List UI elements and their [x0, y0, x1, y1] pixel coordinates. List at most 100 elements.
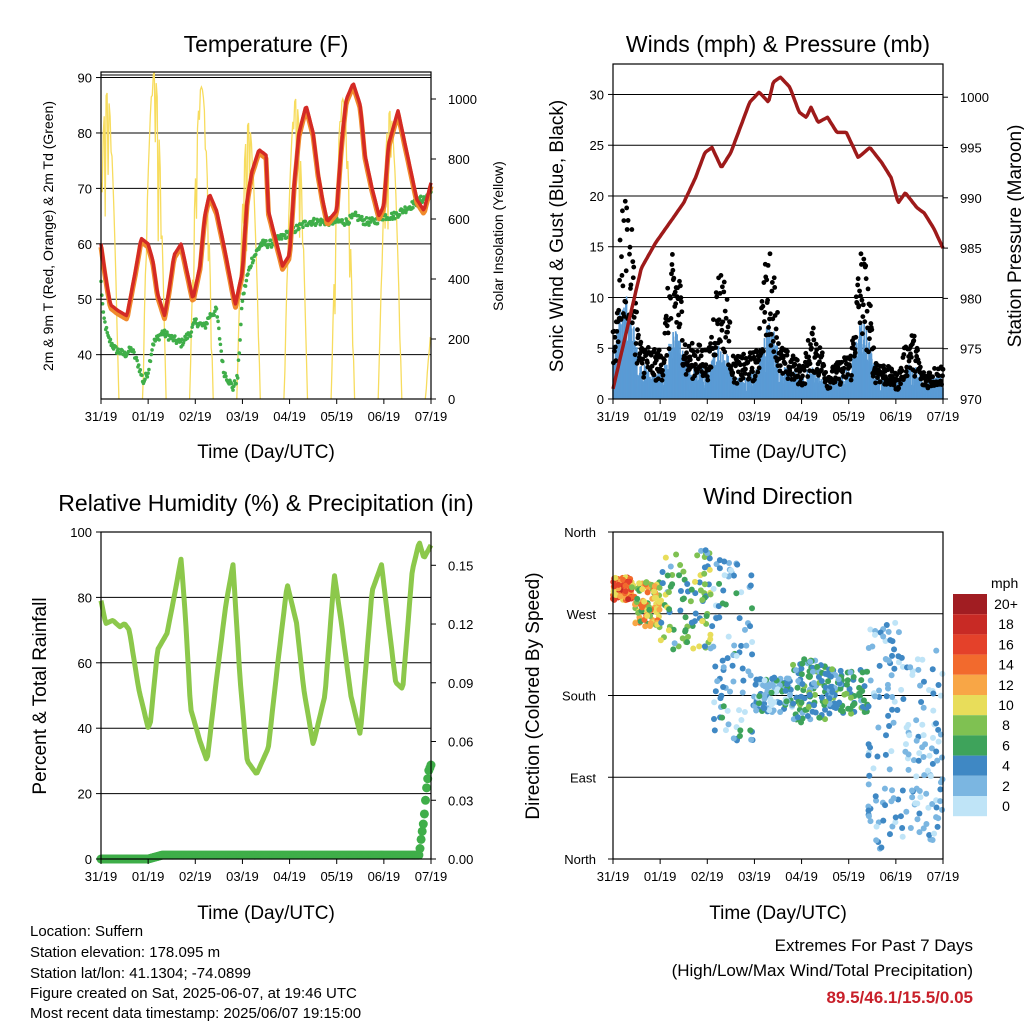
- dewpoint-point: [157, 338, 161, 342]
- wind-gust-point: [671, 275, 677, 281]
- wind-direction-point: [794, 714, 801, 721]
- dewpoint-point: [105, 330, 110, 335]
- wind-direction-point: [916, 750, 923, 757]
- dewpoint-point: [303, 219, 308, 224]
- wind-gust-point: [690, 348, 696, 354]
- dewpoint-point: [297, 226, 301, 231]
- wind-direction-point: [741, 709, 748, 716]
- wind-gust-point: [832, 379, 838, 385]
- wind-direction-point: [622, 588, 629, 595]
- precipitation-point: [421, 795, 430, 805]
- wind-direction-point: [920, 825, 927, 832]
- wind-direction-point: [792, 667, 799, 674]
- wind-direction-point: [909, 672, 916, 679]
- wind-direction-point: [782, 687, 789, 694]
- wind-gust-point: [936, 373, 942, 379]
- wind-gust-point: [750, 369, 755, 375]
- wind-gust-point: [849, 373, 854, 378]
- wind-direction-point: [720, 703, 727, 710]
- wind-gust-point: [899, 368, 905, 374]
- dewpoint-point: [102, 316, 106, 320]
- wind-direction-point: [919, 721, 926, 728]
- wind-gust-point: [723, 315, 729, 321]
- precipitation-point: [417, 826, 427, 836]
- wind-direction-point: [865, 813, 872, 820]
- wind-gust-point: [668, 295, 673, 301]
- wind-direction-point: [659, 569, 666, 576]
- wind-gust-point: [773, 326, 779, 332]
- legend-label: 16: [998, 636, 1014, 652]
- wind-direction-point: [747, 727, 754, 734]
- wind-direction-point: [910, 757, 917, 764]
- wind-direction-point: [783, 698, 790, 705]
- wind-direction-point: [917, 682, 924, 689]
- wind-gust-point: [756, 365, 762, 371]
- footer-elevation: Station elevation: 178.095 m: [30, 944, 221, 961]
- wind-direction-point: [869, 643, 876, 650]
- dewpoint-point: [104, 325, 109, 330]
- wind-direction-point: [736, 733, 743, 740]
- precipitation-point: [419, 809, 429, 819]
- dewpoint-point: [340, 218, 345, 222]
- wind-gust-point: [866, 349, 871, 355]
- wind-direction-point: [835, 676, 842, 683]
- wind-direction-point: [894, 706, 901, 713]
- wind-gust-point: [754, 349, 760, 355]
- dewpoint-point: [367, 223, 371, 227]
- wind-gust-point: [712, 352, 718, 358]
- wind-gust-point: [629, 227, 635, 232]
- precipitation-point: [416, 834, 426, 844]
- wind-direction-point: [886, 723, 893, 730]
- wind-gust-point: [615, 339, 621, 345]
- wind-direction-point: [884, 681, 891, 688]
- precip-y2tick-label: 0.03: [448, 793, 473, 808]
- wind-gust-point: [823, 369, 829, 375]
- wind-gust-point: [860, 314, 866, 320]
- wind-direction-point: [818, 694, 825, 701]
- wind-gust-point: [906, 358, 912, 364]
- wind-gust-point: [762, 310, 768, 315]
- wind-direction-point: [839, 708, 846, 715]
- dewpoint-point: [165, 330, 169, 334]
- wind-direction-point: [905, 751, 912, 758]
- wind-gust-point: [740, 375, 746, 381]
- dewpoint-point: [360, 214, 364, 219]
- precipitation-point: [415, 844, 425, 854]
- winds-ytick-label: 15: [590, 240, 604, 255]
- wind-direction-point: [929, 734, 936, 741]
- wind-gust-point: [917, 364, 923, 370]
- wind-direction-point: [926, 687, 933, 694]
- temperature-2m-line: [99, 82, 433, 318]
- dewpoint-point: [312, 216, 316, 221]
- wind-direction-point: [657, 637, 664, 644]
- wind-gust-point: [677, 278, 682, 284]
- wind-direction-point: [937, 692, 944, 699]
- humidity-ytick-label: 0: [85, 852, 92, 867]
- wind-gust-point: [847, 364, 853, 369]
- wind-direction-point: [677, 562, 684, 569]
- wind-direction-point: [720, 664, 727, 671]
- wind-gust-point: [645, 360, 650, 366]
- temperature-ytick-label: 80: [78, 126, 92, 141]
- wind-direction-point: [814, 663, 821, 670]
- wind-gust-point: [742, 371, 748, 376]
- wind-gust-point: [624, 227, 630, 232]
- wind-direction-point: [917, 794, 924, 801]
- wind-gust-point: [803, 350, 809, 356]
- wind-gust-point: [616, 307, 622, 313]
- wind-direction-point: [865, 781, 872, 788]
- dewpoint-point: [234, 381, 238, 386]
- wind-gust-point: [774, 335, 779, 340]
- wind-direction-point: [776, 699, 783, 706]
- wind-direction-point: [889, 706, 896, 713]
- direction-ytick-label: East: [570, 770, 596, 785]
- dewpoint-point: [242, 291, 246, 296]
- solar-y2tick-label: 400: [448, 272, 470, 287]
- wind-direction-point: [680, 595, 687, 602]
- wind-direction-point: [730, 678, 737, 685]
- dewpoint-point: [100, 301, 105, 306]
- wind-direction-point: [919, 656, 926, 663]
- wind-direction-point: [639, 604, 646, 611]
- wind-gust-point: [772, 285, 778, 290]
- wind-gust-point: [703, 370, 708, 376]
